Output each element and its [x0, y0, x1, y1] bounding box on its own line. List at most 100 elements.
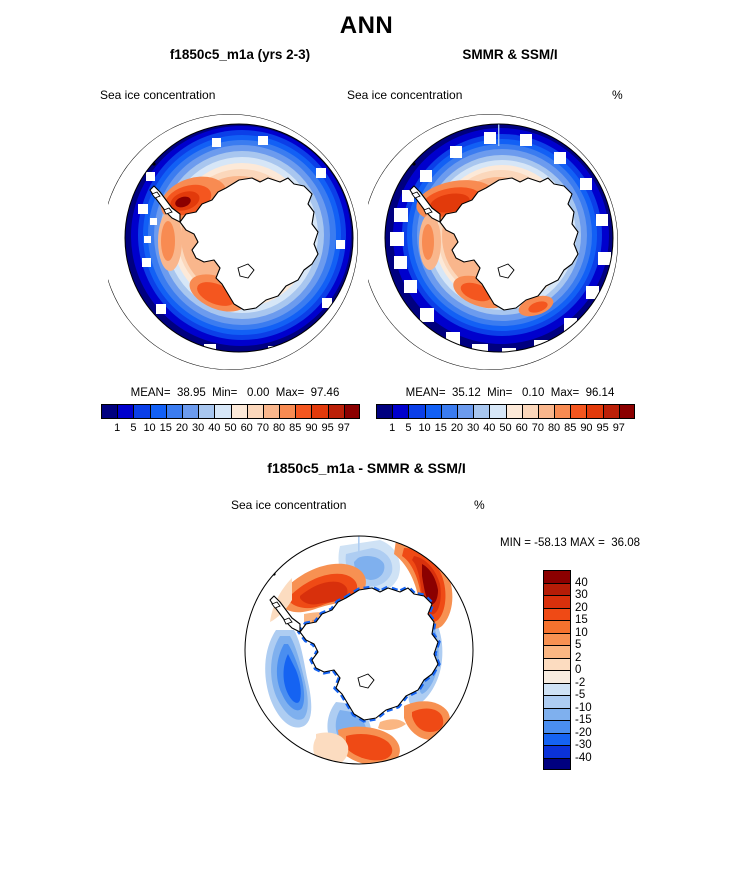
colorbar-swatch: [554, 404, 571, 419]
colorbar-swatch: [543, 720, 571, 733]
colorbar-swatch: [543, 595, 571, 608]
colorbar-swatch: [618, 404, 635, 419]
colorbar-swatch: [543, 607, 571, 620]
colorbar-swatch: [117, 404, 134, 419]
obs-panel-title: SMMR & SSM/I: [462, 47, 558, 62]
colorbar-swatch: [543, 582, 571, 595]
colorbar-tick-label: 0: [575, 664, 582, 676]
colorbar-swatch: [246, 404, 263, 419]
colorbar-tick-label: 20: [575, 601, 588, 614]
colorbar-swatch: [543, 570, 571, 583]
colorbar-tick-label: 97: [612, 422, 625, 434]
colorbar-tick-label: 1: [389, 422, 396, 434]
colorbar-tick-label: 15: [434, 422, 447, 434]
diff-panel-title: f1850c5_m1a - SMMR & SSM/I: [267, 460, 466, 476]
colorbar-swatch: [570, 404, 587, 419]
colorbar-tick-label: 50: [224, 422, 237, 434]
colorbar-swatch: [376, 404, 393, 419]
model-panel-subtitle: Sea ice concentration: [100, 88, 216, 102]
colorbar-tick-label: 5: [130, 422, 137, 434]
obs-colorbar-ticks: 1 5 10 15 20 30 40 50 60 70 80 85 90 95 97: [376, 422, 635, 436]
colorbar-swatch: [586, 404, 603, 419]
colorbar-tick-label: 60: [515, 422, 528, 434]
colorbar-swatch: [279, 404, 296, 419]
model-stats: MEAN= 38.95 Min= 0.00 Max= 97.46: [130, 387, 340, 399]
colorbar-swatch: [295, 404, 312, 419]
colorbar-swatch: [133, 404, 150, 419]
diff-colorbar: [543, 570, 571, 770]
obs-stats: MEAN= 35.12 Min= 0.10 Max= 96.14: [405, 387, 615, 399]
colorbar-swatch: [440, 404, 457, 419]
colorbar-swatch: [543, 707, 571, 720]
colorbar-swatch: [343, 404, 360, 419]
diff-minmax: MIN = -58.13 MAX = 36.08: [500, 537, 640, 549]
model-panel-title: f1850c5_m1a (yrs 2-3): [169, 47, 311, 62]
figure-title: ANN: [339, 12, 394, 39]
colorbar-tick-label: 95: [321, 422, 334, 434]
colorbar-swatch: [149, 404, 166, 419]
colorbar-swatch: [543, 695, 571, 708]
colorbar-tick-label: 10: [575, 626, 588, 639]
colorbar-tick-label: 80: [547, 422, 561, 434]
colorbar-tick-label: 20: [175, 422, 189, 434]
obs-panel-subtitle: Sea ice concentration: [347, 88, 463, 102]
colorbar-swatch: [311, 404, 328, 419]
colorbar-tick-label: 90: [580, 422, 593, 434]
colorbar-tick-label: 1: [114, 422, 121, 434]
colorbar-swatch: [543, 682, 571, 695]
colorbar-swatch: [602, 404, 619, 419]
obs-units: %: [612, 88, 623, 102]
colorbar-tick-label: 30: [192, 422, 205, 434]
colorbar-tick-label: 30: [467, 422, 480, 434]
colorbar-swatch: [543, 732, 571, 745]
colorbar-tick-label: -5: [575, 689, 586, 701]
colorbar-tick-label: 70: [256, 422, 269, 434]
colorbar-swatch: [505, 404, 522, 419]
colorbar-swatch: [424, 404, 441, 419]
colorbar-tick-label: -40: [575, 751, 592, 764]
colorbar-tick-label: 95: [596, 422, 609, 434]
colorbar-tick-label: 10: [418, 422, 431, 434]
colorbar-swatch: [521, 404, 538, 419]
colorbar-tick-label: 50: [499, 422, 512, 434]
colorbar-tick-label: 85: [289, 422, 302, 434]
colorbar-tick-label: 15: [159, 422, 172, 434]
colorbar-tick-label: 40: [208, 422, 221, 434]
colorbar-tick-label: -20: [575, 726, 592, 739]
colorbar-swatch: [392, 404, 409, 419]
colorbar-swatch: [165, 404, 182, 419]
colorbar-swatch: [230, 404, 247, 419]
colorbar-tick-label: -15: [575, 714, 592, 726]
colorbar-swatch: [214, 404, 231, 419]
colorbar-tick-label: 15: [575, 614, 588, 626]
colorbar-swatch: [543, 645, 571, 658]
obs-polar-map: [368, 108, 630, 376]
colorbar-swatch: [408, 404, 425, 419]
colorbar-swatch: [543, 632, 571, 645]
colorbar-tick-label: 30: [575, 589, 588, 601]
colorbar-tick-label: 10: [143, 422, 156, 434]
colorbar-tick-label: 80: [272, 422, 286, 434]
colorbar-swatch: [543, 620, 571, 633]
colorbar-tick-label: -2: [575, 676, 586, 689]
colorbar-tick-label: 85: [564, 422, 577, 434]
model-polar-map: [108, 108, 370, 376]
colorbar-tick-label: 5: [575, 639, 582, 651]
colorbar-swatch: [327, 404, 344, 419]
colorbar-swatch: [543, 657, 571, 670]
diff-polar-map: [228, 518, 490, 790]
colorbar-tick-label: -10: [575, 701, 592, 714]
colorbar-tick-label: 40: [483, 422, 496, 434]
colorbar-swatch: [101, 404, 118, 419]
colorbar-tick-label: 2: [575, 651, 582, 664]
colorbar-tick-label: 70: [531, 422, 544, 434]
colorbar-tick-label: 5: [405, 422, 412, 434]
diff-units: %: [474, 498, 485, 512]
obs-colorbar: [376, 404, 635, 419]
colorbar-swatch: [537, 404, 555, 419]
diff-panel-subtitle: Sea ice concentration: [231, 498, 347, 512]
colorbar-swatch: [198, 404, 215, 419]
colorbar-tick-label: 60: [240, 422, 253, 434]
colorbar-tick-label: 40: [575, 576, 588, 589]
colorbar-swatch: [262, 404, 280, 419]
